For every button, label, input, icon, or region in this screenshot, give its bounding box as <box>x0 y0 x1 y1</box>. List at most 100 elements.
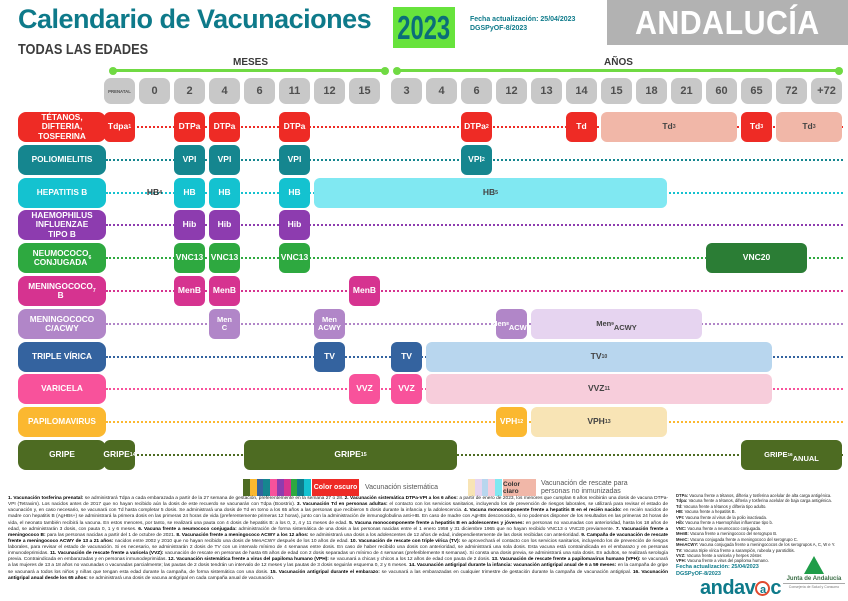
footnote-heading: 11. Vacunación de rescate frente a varic… <box>49 551 165 557</box>
vaccine-cell-hb: HB <box>209 178 240 208</box>
vaccine-cell-vpi: VPI <box>209 145 240 175</box>
age-column-14: 14 <box>566 78 597 104</box>
row-guide-line-meningococo <box>106 290 843 292</box>
row-label-haemophilus-influenzae-tipo-b: HAEMOPHILUS INFLUENZAE TIPO B <box>18 210 106 240</box>
vaccine-cell-vvz: VVZ <box>349 374 380 404</box>
footnote-text: para las personas nacidas a partir del 1… <box>46 532 177 538</box>
vaccine-cell-hib: Hib <box>209 210 240 240</box>
legend-swatch <box>270 479 277 496</box>
footnote-text: administración de forma sistemática de u… <box>238 526 616 532</box>
page-subtitle: TODAS LAS EDADES <box>18 41 149 58</box>
update-note: Fecha actualización: 25/04/2023 DGSPyOF-… <box>470 15 575 34</box>
footnote-text: el contacto con los servicios sanitarios… <box>8 502 668 514</box>
footnote-text: se administrará Tdpa a cada embarazada a… <box>84 496 345 501</box>
footnote-text: en recién nacidos de madre con hepatitis… <box>8 508 668 526</box>
footnote-heading: 5. Vacuna monocomponente frente a hepati… <box>349 520 526 526</box>
glossary-item-vvz: VVZ: Vacuna frente a varicela y herpes z… <box>676 552 763 558</box>
legend-swatch <box>488 479 496 496</box>
glossary-item-menb: MenB: Vacuna frente a meningococo del se… <box>676 531 778 537</box>
axis-label-years: AÑOS <box>604 57 633 68</box>
row-label-triple-v-rica: TRIPLE VÍRICA <box>18 342 106 372</box>
legend-swatch <box>283 479 291 496</box>
vaccine-cell-vvz: VVZ 11 <box>426 374 772 404</box>
vaccine-cell-td: Td 3 <box>776 112 842 142</box>
andavac-logo-mark: a <box>755 581 771 596</box>
junta-triangle-icon <box>804 556 824 574</box>
row-label-poliomielitis: POLIOMIELITIS <box>18 145 106 175</box>
row-guide-line-neumococo <box>106 257 843 259</box>
footnote-text: en personas no vacunadas con anteriorida… <box>8 520 669 532</box>
row-guide-line-meningococo <box>106 323 843 325</box>
vaccine-cell-gripe-anual: GRIPE 16 ANUAL <box>741 440 842 470</box>
footnote-heading: 10. Vacunación de rescate con triple vír… <box>350 538 462 544</box>
footnote-text: se administrará una dosis de vacuna anti… <box>89 575 275 581</box>
vaccine-cell-vpi: VPI <box>279 145 310 175</box>
vaccine-cell-menb: MenB <box>174 276 205 306</box>
legend-swatch <box>468 479 475 496</box>
vaccine-cell-dtpa: DTPa <box>209 112 240 142</box>
footnote-heading: 9. Campaña de vacunación de rescate fren… <box>8 532 668 544</box>
age-column-11: 11 <box>279 78 310 104</box>
glossary-item-menc: MenC: Vacuna conjugada frente a meningoc… <box>676 536 798 542</box>
age-column-65: 65 <box>741 78 772 104</box>
age-column-12: 12 <box>496 78 527 104</box>
footnote-text: se administrará una dosis a los adolesce… <box>309 532 582 538</box>
row-label-meningococo-c-acwy: MENINGOCOCO C/ACWY <box>18 309 106 339</box>
age-column-60: 60 <box>706 78 737 104</box>
row-guide-line-gripe <box>106 454 843 456</box>
vaccine-cell-dtpa: DTPa 2 <box>461 112 492 142</box>
legend-light-tag: Color claro <box>503 479 536 496</box>
vaccine-cell-men-acwy: Men 9 ACWY <box>531 309 702 339</box>
footnote-heading: 16. Vacunación antigripal anual desde lo… <box>8 569 669 581</box>
year-badge: 2023 <box>393 7 455 48</box>
age-column-15: 15 <box>601 78 632 104</box>
glossary-item-tv: TV: Vacuna triple vírica frente a saramp… <box>676 547 795 553</box>
glossary-item-td: Td: Vacuna frente a tétanos y difteria t… <box>676 503 767 509</box>
legend-swatch <box>249 479 257 496</box>
row-label-t-tanos-difteria-tosferina: TÉTANOS, DIFTERIA, TOSFERINA <box>18 112 106 142</box>
vaccine-cell-hb: HB 5 <box>314 178 667 208</box>
footnote-heading: 6. Vacuna frente a neumococo conjugada: <box>138 526 239 532</box>
vaccine-cell-menb: MenB <box>349 276 380 306</box>
glossary-item-menacwy: MenACWY: Vacuna conjugada frente a menin… <box>676 542 836 548</box>
vaccine-cell-men-acwy: Men ACWY <box>314 309 345 339</box>
footnote-text: se vacunará a chicas y chicos a los 12 a… <box>330 557 492 563</box>
vaccine-cell-tv: TV <box>314 342 345 372</box>
footnote-text: se vacunará a las embarazadas en cualqui… <box>381 569 633 575</box>
row-label-varicela: VARICELA <box>18 374 106 404</box>
glossary-item-vph: VPH: Vacuna frente a virus del papiloma … <box>676 558 769 564</box>
vaccine-cell-hib: Hib <box>174 210 205 240</box>
footnote-text: nacidos entre 2002 y 2010 que no hayan r… <box>114 538 351 544</box>
vaccine-cell-menb: MenB <box>209 276 240 306</box>
vaccine-cell-hb: HB 4 <box>146 187 163 198</box>
axis-label-months: MESES <box>233 57 269 68</box>
vaccine-cell-td: Td 3 <box>601 112 737 142</box>
footnote-heading: 13. Vacunación de rescate frente a papil… <box>491 557 642 563</box>
junta-andalucia-logo: Junta de Andalucía Consejería de Salud y… <box>783 556 845 589</box>
legend-swatch <box>474 479 482 496</box>
legend-swatch <box>495 479 502 496</box>
age-column-15: 15 <box>349 78 380 104</box>
footnote-text: vacunación de rescate en personas de has… <box>8 551 669 563</box>
footnote-heading: 3. Vacunación Td en personas adultas: <box>296 502 390 508</box>
glossary-item-vnc: VNC: Vacuna frente a neumococo conjugada… <box>676 525 762 531</box>
age-column-12: 12 <box>314 78 345 104</box>
row-label-papilomavirus: PAPILOMAVIRUS <box>18 407 106 437</box>
vaccine-cell-men-acwy: Men 8 ACWY <box>491 309 532 339</box>
age-column-4: 4 <box>209 78 240 104</box>
region-banner: ANDALUCÍA <box>607 0 848 45</box>
glossary-item-dtpa: DTPa: Vacuna frente a tétanos, difteria … <box>676 493 832 498</box>
footer-update-note: Fecha actualización: 25/04/2023 DGSPyOF-… <box>676 564 759 578</box>
vaccine-cell-hb: HB <box>174 178 205 208</box>
months-axis-line <box>109 66 389 75</box>
age-column-6: 6 <box>461 78 492 104</box>
legend-swatch <box>297 479 305 496</box>
footnotes-block: 1. Vacunación tosferina prenatal: se adm… <box>8 496 668 582</box>
years-axis-line <box>393 66 843 75</box>
legend-dark-text: Vacunación sistemática <box>365 484 439 491</box>
footnote-heading: 15. Vacunación antigripal durante el emb… <box>270 569 382 575</box>
footnote-heading: 12. Vacunación sistemática frente a viru… <box>168 557 331 563</box>
vaccine-cell-vpi: VPI 2 <box>461 145 492 175</box>
page-title: Calendario de Vacunaciones <box>18 4 372 34</box>
footnote-text: se aprovechará el contacto con los servi… <box>8 538 669 557</box>
